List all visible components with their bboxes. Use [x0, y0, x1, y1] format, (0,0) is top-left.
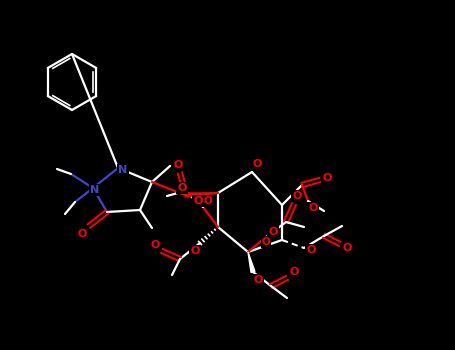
- Text: O: O: [190, 246, 200, 256]
- Polygon shape: [248, 252, 255, 273]
- Text: O: O: [253, 159, 262, 169]
- Text: O: O: [173, 160, 183, 170]
- Text: O: O: [253, 275, 263, 285]
- Text: O: O: [289, 267, 298, 277]
- Text: O: O: [322, 173, 332, 183]
- Text: O: O: [292, 191, 302, 201]
- Text: N: N: [118, 165, 127, 175]
- Text: O: O: [342, 243, 352, 253]
- Text: O: O: [306, 245, 316, 255]
- Text: O: O: [262, 237, 270, 247]
- Text: N: N: [91, 185, 100, 195]
- Polygon shape: [185, 193, 218, 197]
- Text: O: O: [204, 196, 212, 206]
- Text: O: O: [150, 240, 160, 250]
- Text: O: O: [308, 203, 318, 213]
- Text: O: O: [77, 229, 87, 239]
- Text: O: O: [268, 227, 278, 237]
- Text: O: O: [177, 183, 187, 193]
- Text: O: O: [193, 196, 202, 206]
